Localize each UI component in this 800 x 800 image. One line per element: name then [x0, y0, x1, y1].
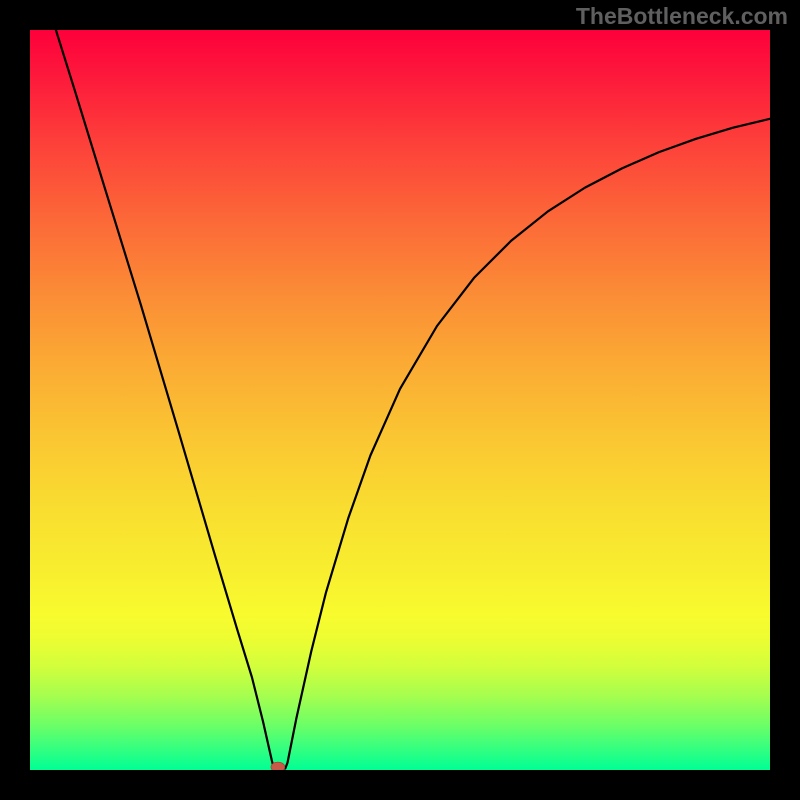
gradient-background	[30, 30, 770, 770]
bottleneck-chart	[0, 0, 800, 800]
watermark-text: TheBottleneck.com	[576, 3, 788, 30]
chart-container: TheBottleneck.com	[0, 0, 800, 800]
